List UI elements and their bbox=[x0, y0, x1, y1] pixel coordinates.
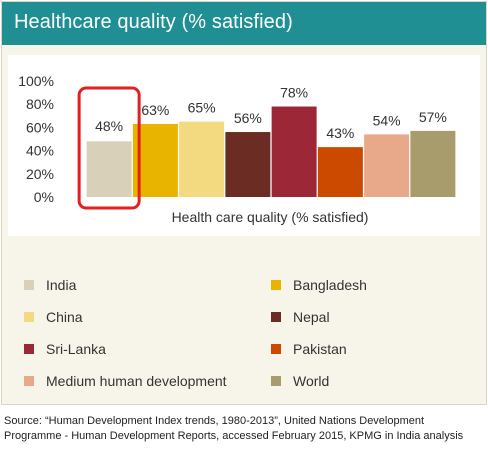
legend-label: India bbox=[46, 277, 77, 293]
legend-swatch bbox=[24, 344, 34, 354]
data-label: 78% bbox=[280, 85, 308, 101]
legend-swatch bbox=[271, 376, 281, 386]
legend-item: China bbox=[24, 307, 83, 327]
source-note: Source: “Human Development Index trends,… bbox=[4, 415, 464, 442]
y-tick-label: 100% bbox=[18, 73, 54, 89]
data-label: 56% bbox=[234, 110, 262, 126]
data-label: 48% bbox=[95, 118, 123, 134]
bar-medium-human-development bbox=[364, 134, 410, 197]
bar-world bbox=[410, 130, 456, 197]
legend-label: Pakistan bbox=[293, 341, 347, 357]
data-labels: 48% 63% 65% 56% 78% 43% 54% 57% bbox=[77, 85, 447, 210]
bar-india bbox=[86, 141, 132, 197]
bar-pakistan bbox=[317, 147, 363, 197]
bar-nepal bbox=[225, 132, 271, 197]
legend: India Bangladesh China Nepal Sri-Lanka Pakist… bbox=[7, 265, 479, 397]
chart-header: Healthcare quality (% satisfied) bbox=[2, 2, 486, 45]
y-tick-label: 80% bbox=[26, 96, 54, 112]
y-axis: 0% 20% 40% 60% 80% 100% bbox=[18, 73, 54, 205]
legend-item: India bbox=[24, 275, 76, 295]
data-label: 54% bbox=[373, 112, 401, 128]
legend-label: Sri-Lanka bbox=[46, 341, 106, 357]
bars bbox=[86, 106, 456, 197]
y-tick-label: 20% bbox=[26, 166, 54, 182]
legend-item: Medium human development bbox=[24, 371, 227, 391]
bar-china bbox=[179, 121, 225, 197]
data-label: 43% bbox=[326, 125, 354, 141]
legend-label: Medium human development bbox=[46, 373, 227, 389]
highlight-outline bbox=[77, 86, 141, 210]
legend-swatch bbox=[271, 344, 281, 354]
legend-item: Sri-Lanka bbox=[24, 339, 106, 359]
bar-sri-lanka bbox=[271, 106, 317, 197]
legend-swatch bbox=[271, 280, 281, 290]
legend-label: Nepal bbox=[293, 309, 330, 325]
data-label: 65% bbox=[188, 100, 216, 116]
legend-label: China bbox=[46, 309, 83, 325]
data-label: 63% bbox=[141, 102, 169, 118]
data-label: 57% bbox=[419, 109, 447, 125]
x-axis-label: Health care quality (% satisfied) bbox=[172, 209, 369, 225]
legend-item: Nepal bbox=[271, 307, 330, 327]
legend-item: Bangladesh bbox=[271, 275, 367, 295]
y-tick-label: 60% bbox=[26, 119, 54, 135]
chart-title: Healthcare quality (% satisfied) bbox=[14, 11, 293, 33]
legend-swatch bbox=[24, 280, 34, 290]
legend-label: World bbox=[293, 373, 330, 389]
bar-chart: 0% 20% 40% 60% 80% 100% 48% 63% 65% 56% 78% 43% 54%… bbox=[8, 55, 480, 236]
legend-item: World bbox=[271, 371, 329, 391]
legend-item: Pakistan bbox=[271, 339, 347, 359]
legend-swatch bbox=[24, 312, 34, 322]
y-tick-label: 0% bbox=[34, 189, 54, 205]
legend-label: Bangladesh bbox=[293, 277, 367, 293]
legend-swatch bbox=[24, 376, 34, 386]
y-tick-label: 40% bbox=[26, 143, 54, 159]
legend-swatch bbox=[271, 312, 281, 322]
